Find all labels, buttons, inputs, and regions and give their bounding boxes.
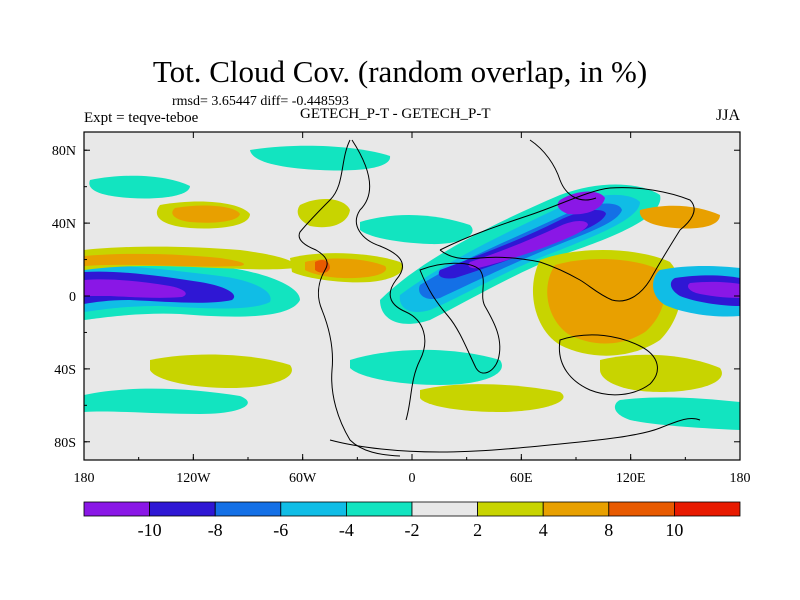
field-blob (250, 145, 391, 171)
colorbar-box (149, 501, 216, 517)
y-axis: 80N 40N 0 40S 80S (52, 144, 740, 451)
colorbar-label: 2 (473, 520, 482, 540)
colorbar-box (411, 501, 478, 517)
field-blob (557, 191, 605, 215)
chart-subtitle: GETECH_P-T - GETECH_P-T (300, 106, 491, 122)
field-blob (600, 354, 722, 392)
y-tick-label: 80N (52, 144, 76, 159)
colorbar-box (674, 501, 741, 517)
field-blob (150, 354, 292, 388)
colorbar-box (280, 501, 347, 517)
field-blob (350, 349, 502, 385)
coastline-americas (298, 139, 401, 457)
coastline-eurasia (439, 187, 695, 302)
colorbar-box (608, 501, 675, 517)
x-tick-label: 60W (289, 471, 317, 486)
colorbar-label: -8 (208, 520, 223, 540)
colorbar-label: 8 (604, 520, 613, 540)
field-blob (468, 221, 588, 269)
x-tick-label: 180 (730, 471, 751, 486)
colorbar-box (477, 501, 544, 517)
colorbar-box (83, 501, 150, 517)
field-blob (89, 175, 190, 199)
field-blob (360, 214, 473, 245)
experiment-label: Expt = teqve-teboe (84, 110, 199, 126)
anomaly-field (84, 145, 740, 430)
colorbar-label: -4 (339, 520, 354, 540)
colorbar-box (345, 501, 413, 517)
field-blob (315, 260, 330, 273)
field-blob (420, 384, 564, 412)
x-tick-label: 0 (409, 471, 416, 486)
y-tick-label: 40N (52, 217, 76, 232)
coastline-americas-east (351, 139, 426, 421)
colorbar-label: 4 (539, 520, 548, 540)
y-tick-label: 40S (54, 363, 76, 378)
colorbar-box (542, 501, 610, 517)
season-label: JJA (715, 107, 740, 124)
x-tick-label: 120W (176, 471, 211, 486)
colorbar: -10 -8 -6 -4 -2 2 4 8 10 (83, 501, 741, 540)
field-blob (84, 279, 186, 298)
field-blob (688, 281, 740, 298)
y-tick-label: 80S (54, 436, 76, 451)
field-blob (84, 388, 248, 414)
x-tick-label: 60E (510, 471, 533, 486)
field-blob (639, 205, 720, 229)
x-axis: 180 120W 60W 0 60E 120E 180 (74, 132, 751, 486)
x-tick-label: 120E (616, 471, 646, 486)
field-blob (172, 205, 240, 223)
field-blob (547, 258, 666, 344)
coastline-australia (558, 334, 658, 396)
coastline-africa (419, 262, 501, 374)
colorbar-label: -6 (273, 520, 288, 540)
field-blob (614, 397, 740, 430)
colorbar-box (214, 501, 282, 517)
colorbar-label: -10 (138, 520, 162, 540)
x-tick-label: 180 (74, 471, 95, 486)
colorbar-label: -2 (405, 520, 420, 540)
stats-text: rmsd= 3.65447 diff= -0.448593 (172, 94, 349, 109)
coastlines (298, 139, 701, 457)
colorbar-label: 10 (665, 520, 683, 540)
chart-title: Tot. Cloud Cov. (random overlap, in %) (152, 54, 648, 89)
coastline-antarctic (329, 417, 701, 453)
coastline-arctic (529, 139, 597, 201)
y-tick-label: 0 (69, 290, 76, 305)
field-blob (84, 253, 244, 267)
